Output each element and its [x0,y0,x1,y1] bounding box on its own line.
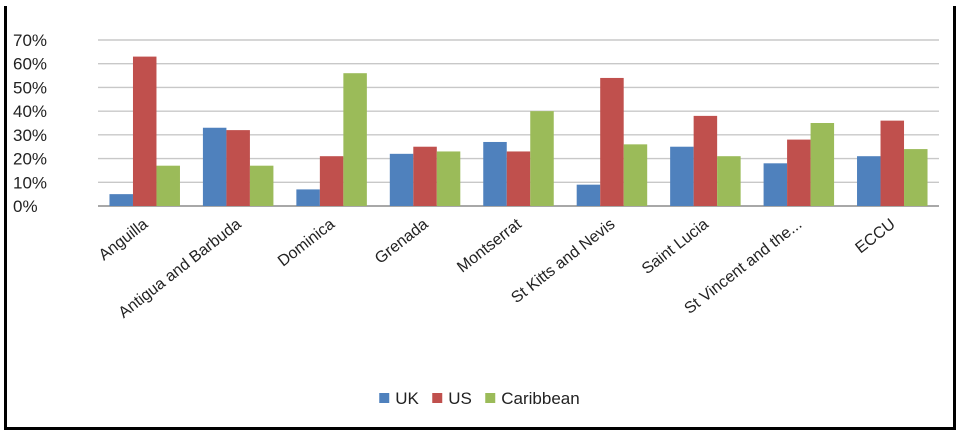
y-tick-label: 60% [13,55,47,74]
bar-chart: 0% 10% 20% 30% 40% 50% 60% 70% AnguillaAntigua … [13,31,939,408]
bar-caribbean [810,123,835,206]
y-tick-label: 30% [13,126,47,145]
bar-caribbean [623,144,648,206]
chart-frame: 0% 10% 20% 30% 40% 50% 60% 70% Anguilla Antigua … [4,6,956,430]
legend-label-us: US [448,389,472,408]
x-tick-label: Montserrat [454,215,525,276]
x-tick-label: Grenada [372,216,432,268]
bar-uk [576,184,601,206]
y-tick-label: 40% [13,102,47,121]
legend-swatch-uk [379,393,390,403]
bar-caribbean [343,73,367,206]
y-tick-label: 10% [13,173,47,192]
x-tick-label: Saint Lucia [639,216,712,278]
bar-uk [670,146,694,206]
legend-label-caribbean: Caribbean [501,389,579,408]
bar-us [413,146,437,206]
bar-uk [389,153,414,206]
y-axis-ticks: 0% 10% 20% 30% 40% 50% 60% 70% [13,31,47,216]
bar-us [132,56,157,206]
bar-uk [109,194,133,206]
legend: UK US Caribbean [379,389,580,408]
bar-uk [483,141,507,206]
bar-us [506,151,531,206]
bar-uk [763,163,788,206]
bar-us [693,115,718,206]
bar-caribbean [249,165,274,206]
bar-caribbean [436,151,461,206]
x-tick-label: Anguilla [96,216,151,265]
y-tick-label: 50% [13,78,47,97]
bar-uk [202,127,227,206]
bar-uk [857,156,881,206]
bar-us [319,156,344,206]
bar-us [880,120,905,206]
legend-swatch-caribbean [485,393,496,403]
y-tick-label: 0% [13,197,38,216]
x-tick-label: ECCU [853,216,899,257]
y-tick-label: 70% [13,31,47,50]
bar-us [787,139,811,206]
y-tick-label: 20% [13,150,47,169]
x-tick-label: Dominica [275,216,338,271]
bar-caribbean [156,165,180,206]
legend-label-uk: UK [395,389,419,408]
legend-swatch-us [432,393,443,403]
bar-us [226,130,250,206]
bar-uk [296,189,320,206]
bar-us [600,77,624,206]
bar-caribbean [904,149,928,206]
x-tick-label: St Kitts and Nevis [508,216,618,307]
bar-caribbean [717,156,741,206]
bars [109,56,928,206]
bar-caribbean [530,111,554,206]
